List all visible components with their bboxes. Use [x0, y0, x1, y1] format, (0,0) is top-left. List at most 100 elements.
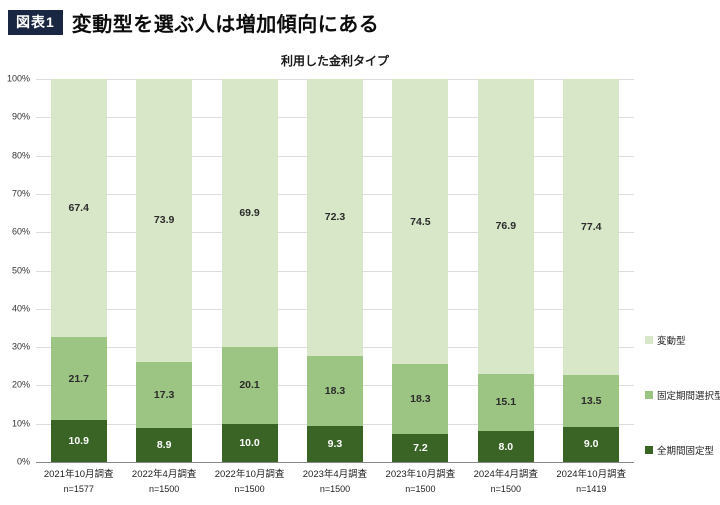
- x-axis-label: 2022年10月調査 n=1500: [207, 468, 292, 497]
- legend-item: 固定期間選択型: [645, 388, 720, 402]
- plot-area: 67.4 21.7 10.9 73.9 17.3 8.9 69.9 20.1 10.0 72.3 1…: [36, 79, 634, 463]
- x-axis-label: 2023年10月調査 n=1500: [378, 468, 463, 497]
- sample-size-label: n=1500: [405, 483, 436, 494]
- stacked-bar: 69.9 20.1 10.0: [221, 79, 278, 462]
- y-tick-label: 70%: [11, 188, 30, 199]
- stacked-bar: 73.9 17.3 8.9: [136, 79, 193, 462]
- chart-title: 利用した金利タイプ: [280, 54, 389, 68]
- bar-value-label: 20.1: [239, 379, 260, 392]
- bar-value-label: 73.9: [153, 214, 175, 227]
- survey-date-label: 2023年10月調査: [385, 469, 456, 480]
- bar-value-label: 15.1: [495, 396, 517, 409]
- bar-value-label: 10.0: [239, 436, 260, 449]
- legend-label: 固定期間選択型: [657, 391, 720, 402]
- bar-value-label: 7.2: [413, 442, 428, 455]
- bar-segment: 10.0: [221, 423, 278, 462]
- legend: 変動型固定期間選択型 全期間固定型: [645, 333, 720, 498]
- page-title: 変動型を選ぶ人は増加傾向にある: [71, 14, 380, 36]
- stacked-bar: 72.3 18.3 9.3: [306, 79, 363, 462]
- survey-date-label: 2023年4月調査: [302, 469, 368, 480]
- bar-value-label: 9.3: [327, 437, 343, 450]
- bar-value-label: 69.9: [239, 206, 260, 219]
- y-axis: 100% 90% 80% 70% 60% 50% 40% 30% 20% 10% 0%: [0, 74, 32, 466]
- y-tick-label: 40%: [11, 303, 30, 314]
- bar-value-label: 18.3: [324, 384, 346, 397]
- stacked-bar: 67.4 21.7 10.9: [50, 79, 107, 462]
- bar-segment: 69.9: [221, 79, 278, 347]
- survey-date-label: 2024年4月調査: [473, 469, 539, 480]
- bar-segment: 73.9: [136, 79, 193, 362]
- sample-size-label: n=1500: [490, 483, 521, 494]
- survey-date-label: 2024年10月調査: [556, 469, 627, 480]
- bar-segment: 72.3: [306, 79, 363, 356]
- sample-size-label: n=1500: [234, 483, 265, 494]
- figure-badge: 図表1: [8, 10, 63, 35]
- bar-value-label: 8.9: [156, 438, 172, 451]
- stacked-bar: 74.5 18.3 7.2: [392, 79, 449, 462]
- legend-label: 全期間固定型: [657, 446, 715, 457]
- y-tick-label: 90%: [11, 111, 30, 122]
- y-tick-label: 0%: [16, 456, 30, 467]
- bar-segment: 8.0: [477, 431, 534, 462]
- bar-value-label: 17.3: [153, 388, 175, 401]
- legend-item: 変動型: [645, 333, 720, 347]
- bar-value-label: 67.4: [68, 202, 89, 215]
- sample-size-label: n=1500: [319, 483, 351, 494]
- x-axis-label: 2024年4月調査 n=1500: [463, 468, 548, 497]
- stacked-bar: 76.9 15.1 8.0: [477, 79, 534, 462]
- legend-swatch: [645, 391, 653, 399]
- bar-value-label: 13.5: [581, 395, 602, 408]
- survey-date-label: 2022年4月調査: [131, 469, 197, 480]
- gridline: [36, 462, 634, 463]
- header: 図表1 変動型を選ぶ人は増加傾向にある: [8, 8, 379, 37]
- y-tick-label: 100%: [6, 73, 30, 84]
- bar-value-label: 9.0: [583, 438, 599, 451]
- y-tick-label: 20%: [11, 379, 30, 390]
- x-axis-label: 2023年4月調査 n=1500: [292, 468, 377, 497]
- bar-segment: 8.9: [136, 427, 193, 462]
- sample-size-label: n=1500: [148, 483, 180, 494]
- bar-segment: 76.9: [477, 79, 534, 374]
- bar-value-label: 10.9: [68, 435, 89, 448]
- bar-segment: 13.5: [563, 375, 620, 428]
- bars-container: 67.4 21.7 10.9 73.9 17.3 8.9 69.9 20.1 10.0 72.3 1…: [36, 79, 634, 462]
- x-axis-labels: 2021年10月調査 n=1577 2022年4月調査 n=1500 2022年10月調…: [36, 468, 634, 497]
- legend-label: 変動型: [657, 336, 686, 347]
- legend-swatch: [645, 336, 653, 344]
- sample-size-label: n=1577: [63, 483, 94, 494]
- bar-segment: 67.4: [50, 79, 107, 338]
- bar-value-label: 18.3: [410, 393, 431, 406]
- bar-segment: 20.1: [221, 346, 278, 424]
- bar-segment: 18.3: [392, 364, 449, 435]
- survey-date-label: 2021年10月調査: [43, 469, 114, 480]
- sample-size-label: n=1419: [576, 483, 607, 494]
- bar-value-label: 76.9: [495, 220, 517, 233]
- bar-segment: 9.0: [563, 427, 620, 462]
- legend-swatch: [645, 446, 653, 454]
- bar-segment: 10.9: [50, 420, 107, 462]
- survey-date-label: 2022年10月調査: [214, 469, 285, 480]
- bar-segment: 74.5: [392, 79, 449, 365]
- bar-value-label: 72.3: [324, 211, 346, 224]
- bar-segment: 77.4: [563, 79, 620, 376]
- legend-item: 全期間固定型: [645, 443, 720, 457]
- bar-segment: 15.1: [477, 373, 534, 432]
- y-tick-label: 80%: [11, 150, 30, 161]
- bar-segment: 18.3: [306, 355, 363, 426]
- y-tick-label: 50%: [11, 265, 30, 275]
- bar-segment: 17.3: [136, 361, 193, 428]
- y-tick-label: 10%: [11, 418, 30, 429]
- x-axis-label: 2021年10月調査 n=1577: [36, 468, 121, 497]
- y-tick-label: 30%: [11, 341, 30, 352]
- bar-value-label: 8.0: [498, 440, 514, 453]
- bar-value-label: 77.4: [581, 221, 602, 234]
- bar-segment: 7.2: [392, 434, 449, 462]
- x-axis-label: 2024年10月調査 n=1419: [549, 468, 634, 497]
- y-tick-label: 60%: [11, 226, 30, 237]
- stacked-bar: 77.4 13.5 9.0: [563, 79, 620, 462]
- x-axis-label: 2022年4月調査 n=1500: [121, 468, 206, 497]
- bar-segment: 21.7: [50, 337, 107, 421]
- bar-value-label: 21.7: [68, 372, 89, 385]
- bar-segment: 9.3: [306, 425, 363, 462]
